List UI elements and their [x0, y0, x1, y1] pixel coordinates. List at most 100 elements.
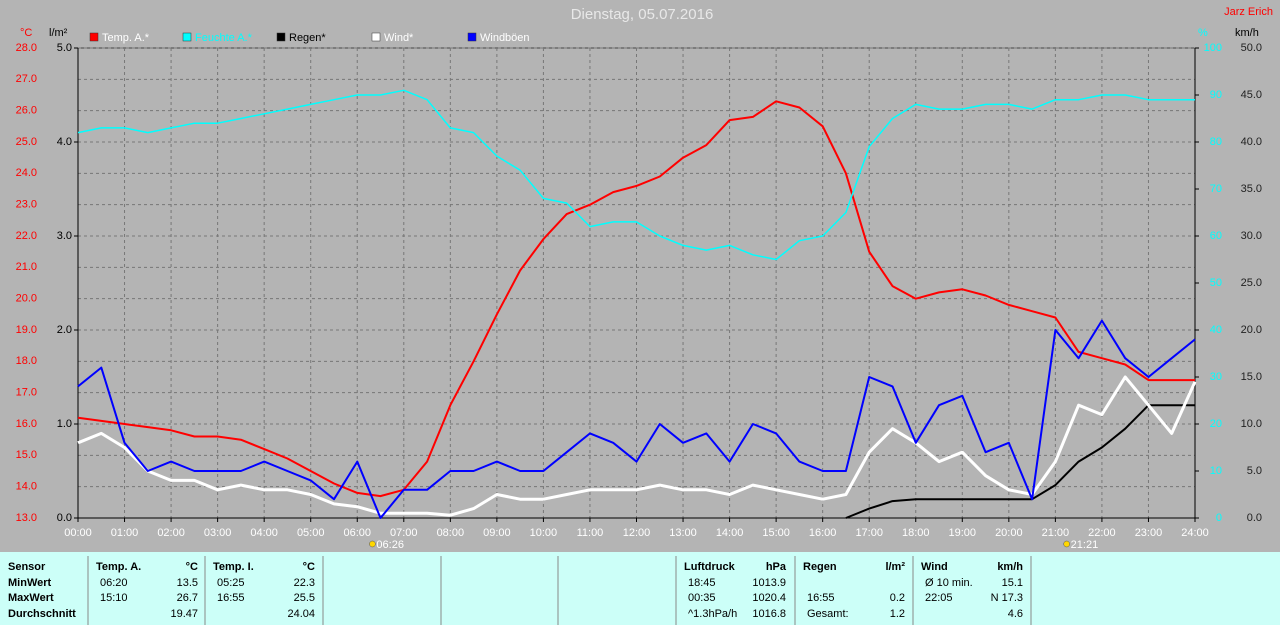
- x-tick-label: 19:00: [949, 527, 977, 539]
- legend-swatch: [182, 32, 192, 42]
- cell-time: 05:25: [217, 577, 245, 589]
- y-tick-label: 21.0: [16, 261, 37, 273]
- legend-swatch: [467, 32, 477, 42]
- sun-time: 06:26: [376, 539, 404, 551]
- y3-tick-label: 10: [1210, 465, 1222, 477]
- cell-value: 1013.9: [752, 577, 786, 589]
- cell-value: N 17.3: [991, 592, 1023, 604]
- y-tick-label: 24.0: [16, 167, 37, 179]
- table-background: [0, 552, 1280, 625]
- section-unit: °C: [186, 561, 198, 573]
- cell-value: 1020.4: [752, 592, 786, 604]
- y4-tick-label: 30.0: [1241, 230, 1262, 242]
- cell-value: 25.5: [294, 592, 315, 604]
- x-tick-label: 08:00: [437, 527, 465, 539]
- y4-tick-label: 50.0: [1241, 42, 1262, 54]
- series-line: [77, 100, 1195, 498]
- y3-tick-label: 40: [1210, 324, 1222, 336]
- x-tick-label: 14:00: [716, 527, 744, 539]
- section-unit: hPa: [766, 561, 787, 573]
- y3-tick-label: 90: [1210, 89, 1222, 101]
- y3-unit: %: [1198, 27, 1208, 39]
- y4-tick-label: 0.0: [1247, 512, 1262, 524]
- cell-value: 13.5: [177, 577, 198, 589]
- section-header: Luftdruck: [684, 561, 736, 573]
- y3-tick-label: 80: [1210, 136, 1222, 148]
- row-label: MinWert: [8, 577, 52, 589]
- y4-tick-label: 15.0: [1241, 371, 1262, 383]
- sun-icon: [1063, 540, 1070, 548]
- section-unit: °C: [303, 561, 315, 573]
- y4-tick-label: 25.0: [1241, 277, 1262, 289]
- y3-tick-label: 30: [1210, 371, 1222, 383]
- x-tick-label: 21:00: [1042, 527, 1070, 539]
- y4-tick-label: 40.0: [1241, 136, 1262, 148]
- row-label: Durchschnitt: [8, 608, 76, 620]
- x-tick-label: 10:00: [530, 527, 558, 539]
- x-tick-label: 11:00: [577, 527, 604, 539]
- x-tick-label: 12:00: [623, 527, 651, 539]
- legend-label: Temp. A.*: [102, 32, 150, 44]
- cell-value: 0.2: [890, 592, 905, 604]
- y3-tick-label: 60: [1210, 230, 1222, 242]
- x-tick-label: 02:00: [157, 527, 185, 539]
- y-unit: °C: [20, 27, 32, 39]
- y-tick-label: 20.0: [16, 293, 37, 305]
- y4-unit: km/h: [1235, 27, 1259, 39]
- section-header: Temp. I.: [213, 561, 254, 573]
- cell-value: 19.47: [170, 608, 198, 620]
- x-tick-label: 16:00: [809, 527, 837, 539]
- y4-tick-label: 10.0: [1241, 418, 1262, 430]
- y2-tick-label: 1.0: [57, 418, 72, 430]
- cell-time: 22:05: [925, 592, 953, 604]
- x-tick-label: 04:00: [250, 527, 278, 539]
- x-tick-label: 20:00: [995, 527, 1023, 539]
- x-tick-label: 05:00: [297, 527, 325, 539]
- x-tick-label: 07:00: [390, 527, 418, 539]
- cell-time: 06:20: [100, 577, 128, 589]
- y2-tick-label: 5.0: [57, 42, 72, 54]
- cell-time: Ø 10 min.: [925, 577, 973, 589]
- y-tick-label: 14.0: [16, 481, 37, 493]
- y2-tick-label: 2.0: [57, 324, 72, 336]
- series-line: [77, 89, 1195, 261]
- legend-swatch: [371, 32, 381, 42]
- series-line: [77, 375, 1197, 517]
- y-tick-label: 22.0: [16, 230, 37, 242]
- x-tick-label: 01:00: [111, 527, 139, 539]
- cell-time: 15:10: [100, 592, 128, 604]
- y-tick-label: 25.0: [16, 136, 37, 148]
- y-tick-label: 18.0: [16, 355, 37, 367]
- y4-tick-label: 20.0: [1241, 324, 1262, 336]
- cell-value: 26.7: [177, 592, 198, 604]
- legend-label: Windböen: [480, 32, 530, 44]
- y3-tick-label: 70: [1210, 183, 1222, 195]
- y-tick-label: 16.0: [16, 418, 37, 430]
- y3-tick-label: 50: [1210, 277, 1222, 289]
- section-unit: km/h: [997, 561, 1023, 573]
- y3-tick-label: 100: [1204, 42, 1222, 54]
- legend-label: Wind*: [384, 32, 414, 44]
- y2-tick-label: 0.0: [57, 512, 72, 524]
- x-tick-label: 09:00: [483, 527, 511, 539]
- y4-tick-label: 35.0: [1241, 183, 1262, 195]
- y-tick-label: 23.0: [16, 199, 37, 211]
- table-header: Sensor: [8, 561, 46, 573]
- y-tick-label: 15.0: [16, 449, 37, 461]
- cell-time: Gesamt:: [807, 608, 849, 620]
- y3-tick-label: 20: [1210, 418, 1222, 430]
- chart-title: Dienstag, 05.07.2016: [571, 6, 714, 23]
- cell-time: 16:55: [217, 592, 245, 604]
- y2-unit: l/m²: [49, 27, 68, 39]
- x-tick-label: 03:00: [204, 527, 232, 539]
- section-header: Temp. A.: [96, 561, 141, 573]
- cell-time: 00:35: [688, 592, 716, 604]
- table-dividers: [87, 556, 1032, 625]
- x-tick-label: 15:00: [762, 527, 790, 539]
- y-tick-label: 26.0: [16, 105, 37, 117]
- x-tick-label: 18:00: [902, 527, 930, 539]
- x-tick-label: 06:00: [343, 527, 371, 539]
- legend-label: Regen*: [289, 32, 326, 44]
- section-header: Regen: [803, 561, 837, 573]
